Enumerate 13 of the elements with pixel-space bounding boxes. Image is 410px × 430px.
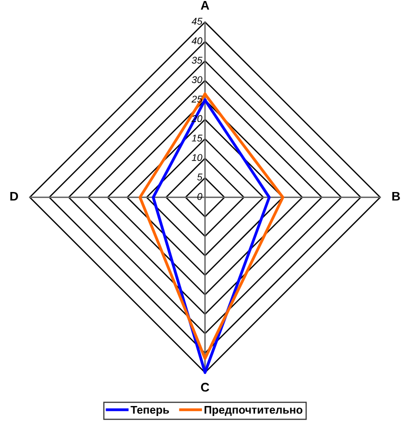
spoke-label: B: [392, 192, 400, 201]
y-tick-label: 15: [192, 134, 202, 142]
y-tick-label: 45: [192, 18, 202, 25]
spoke-label: C: [201, 382, 210, 392]
y-tick-label: 5: [197, 174, 202, 180]
legend-label: Теперь: [130, 406, 169, 416]
y-tick-label: 40: [192, 37, 202, 44]
y-tick-label: 35: [192, 56, 202, 64]
spoke-label: D: [10, 192, 18, 201]
spoke-label: A: [200, 0, 210, 10]
y-tick-label: 10: [192, 154, 202, 161]
y-tick-label: 30: [192, 76, 202, 84]
legend-label: Предпочтительно: [204, 406, 302, 416]
